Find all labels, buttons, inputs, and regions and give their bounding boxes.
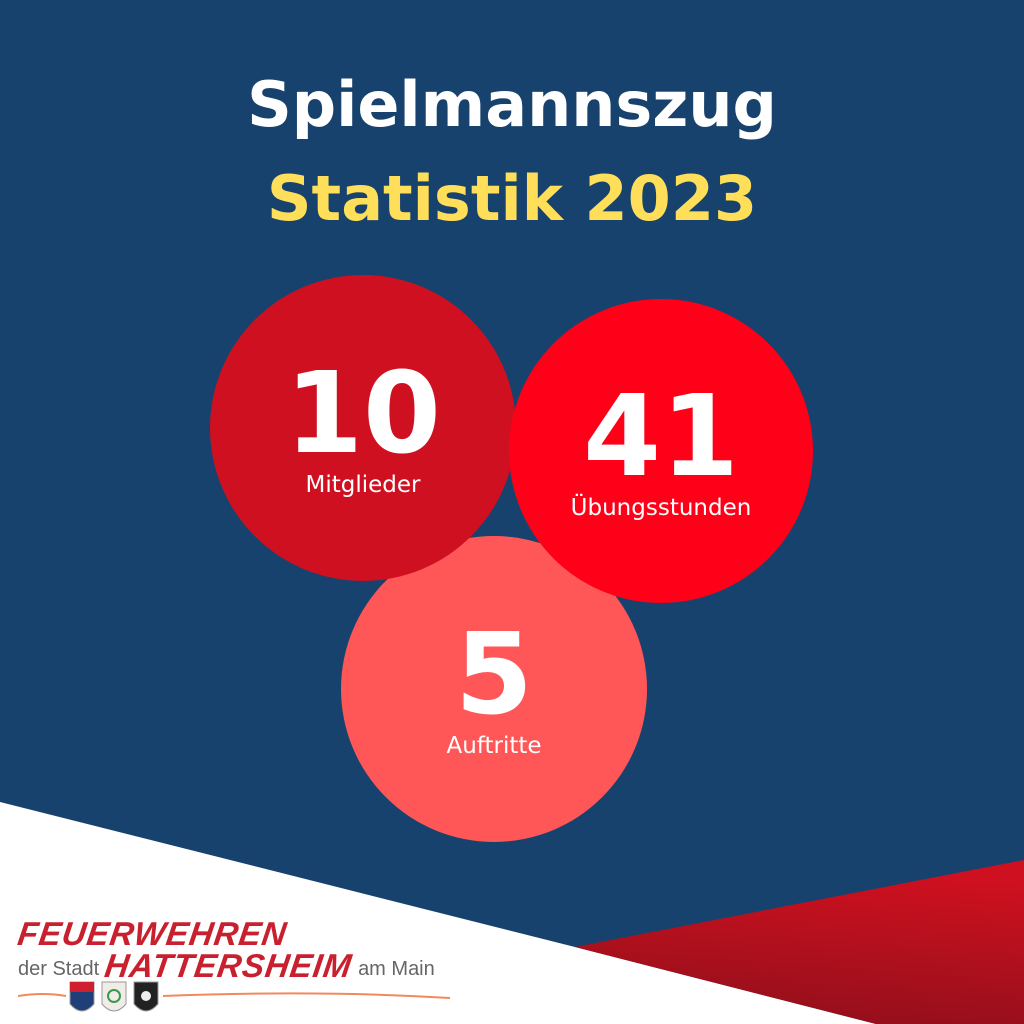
stat-circle-uebungsstunden: 41 Übungsstunden <box>509 299 813 603</box>
stat-value: 41 <box>583 372 739 502</box>
logo-line1: FEUERWEHREN <box>15 915 290 952</box>
page-subtitle: Statistik 2023 <box>266 162 758 235</box>
stat-label: Übungsstunden <box>570 495 752 521</box>
white-footer-shape <box>0 802 876 1024</box>
logo-line2: HATTERSHEIM <box>102 947 355 984</box>
coat-of-arms-row <box>18 981 451 1012</box>
stat-value: 5 <box>455 610 533 740</box>
stat-label: Mitglieder <box>305 472 421 498</box>
feuerwehr-logo: FEUERWEHREN der Stadt HATTERSHEIM am Mai… <box>15 915 458 1012</box>
stat-value: 10 <box>285 349 441 479</box>
stat-circle-mitglieder: 10 Mitglieder <box>210 275 516 581</box>
red-footer-shape <box>575 860 1024 1024</box>
logo-suffix: am Main <box>358 958 435 980</box>
page-title: Spielmannszug <box>247 68 777 141</box>
logo-prefix: der Stadt <box>18 958 100 980</box>
crest-icon <box>101 981 127 1012</box>
stat-label: Auftritte <box>446 733 542 759</box>
